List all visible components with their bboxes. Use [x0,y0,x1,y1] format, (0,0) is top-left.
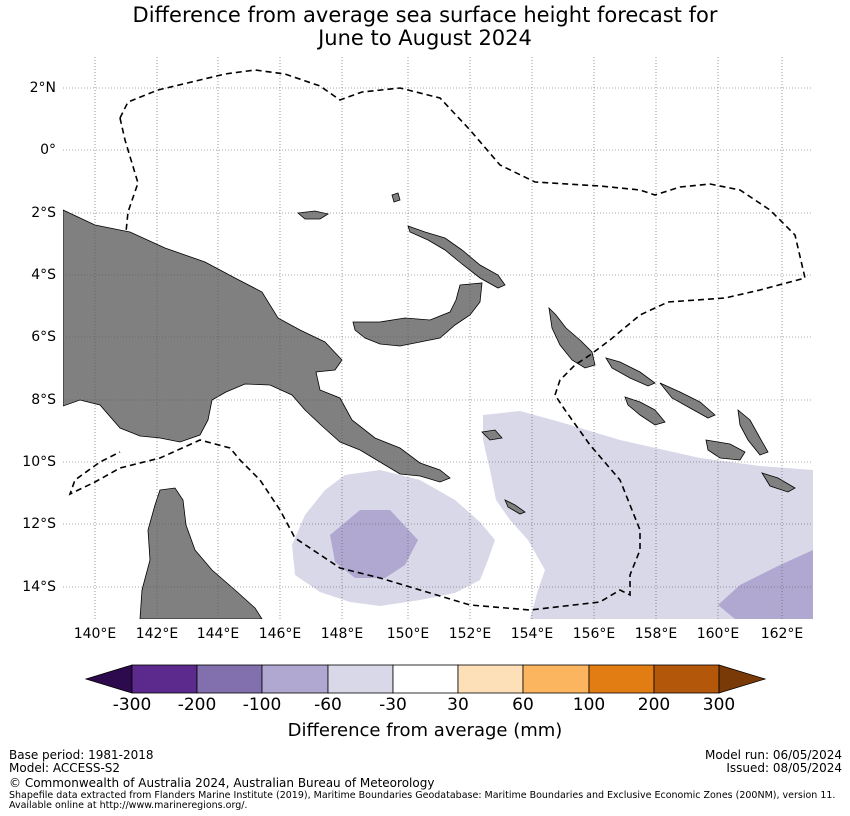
lon-label-146e: 146°E [258,626,302,642]
land-manus [391,192,401,203]
gridlines [63,57,813,619]
colorbar-extend-low [84,664,133,694]
lat-label-14s: 14°S [22,579,56,595]
issued-date: Issued: 08/05/2024 [726,761,842,775]
copyright: © Commonwealth of Australia 2024, Austra… [9,776,435,790]
lon-label-150e: 150°E [386,626,430,642]
colorbar-tick-100: 100 [572,695,606,715]
lat-label-6s: 6°S [31,329,56,345]
colorbar-seg-1 [131,664,198,694]
colorbar-extend-high [718,664,767,694]
colorbar-seg-8 [588,664,655,694]
land-new-ireland [407,225,506,289]
land-new-britain [352,282,483,347]
lon-label-154e: 154°E [510,626,554,642]
title-line-1: Difference from average sea surface heig… [132,3,718,27]
colorbar-seg-2 [196,664,263,694]
map-canvas [63,57,813,619]
lat-label-0: 0° [40,142,56,158]
land-malaita [737,409,769,456]
colorbar-seg-7 [522,664,590,694]
colorbar-tick-60: 60 [512,695,534,715]
colorbar-tick--300: -300 [112,695,152,715]
lon-label-140e: 140°E [73,626,117,642]
lon-label-144e: 144°E [196,626,240,642]
model-name: Model: ACCESS-S2 [9,761,121,775]
colorbar-seg-3 [261,664,329,694]
chart-title: Difference from average sea surface heig… [0,4,850,50]
base-period: Base period: 1981-2018 [9,748,154,762]
colorbar-seg-5 [392,664,459,694]
title-line-2: June to August 2024 [318,26,532,50]
lon-label-152e: 152°E [448,626,492,642]
lon-label-162e: 162°E [760,626,804,642]
colorbar-seg-9 [653,664,720,694]
land-new-hanover [297,210,330,220]
lon-label-158e: 158°E [634,626,678,642]
shapefile-credit-2: Available online at http://www.marinereg… [9,800,248,811]
shapefile-credit-1: Shapefile data extracted from Flanders M… [9,790,836,801]
colorbar-tick--30: -30 [379,695,407,715]
lat-label-8s: 8°S [31,392,56,408]
lon-label-142e: 142°E [135,626,179,642]
land-santa-isabel [659,382,716,419]
lon-label-160e: 160°E [696,626,740,642]
land-cape-york [139,487,263,619]
land-guadalcanal [705,439,746,461]
colorbar [84,664,767,694]
colorbar-tick-200: 200 [637,695,671,715]
land-d-entrecasteaux [481,429,503,441]
colorbar-tick-300: 300 [702,695,736,715]
land-bougainville [548,306,596,369]
lat-label-12s: 12°S [22,516,56,532]
anomaly-region-mid-2 [718,550,813,619]
land-new-georgia [624,396,666,426]
lon-label-156e: 156°E [572,626,616,642]
colorbar-tick--200: -200 [177,695,217,715]
land-choiseul [605,357,656,387]
colorbar-tick--60: -60 [314,695,342,715]
land-louisiade [504,499,526,515]
colorbar-seg-6 [457,664,524,694]
model-run: Model run: 06/05/2024 [704,748,842,762]
colorbar-tick--100: -100 [242,695,282,715]
lat-label-4s: 4°S [31,267,56,283]
lon-label-148e: 148°E [320,626,364,642]
anomaly-region-light [483,411,813,619]
lat-label-2n: 2°N [29,80,56,96]
eez-boundary [68,69,806,611]
colorbar-seg-4 [327,664,394,694]
land-new-guinea [63,209,451,483]
lat-label-10s: 10°S [22,454,56,470]
anomaly-region-mid [330,510,418,578]
colorbar-tick-30: 30 [447,695,469,715]
lat-label-2s: 2°S [31,205,56,221]
land-makira [761,472,796,493]
colorbar-label: Difference from average (mm) [287,720,563,741]
